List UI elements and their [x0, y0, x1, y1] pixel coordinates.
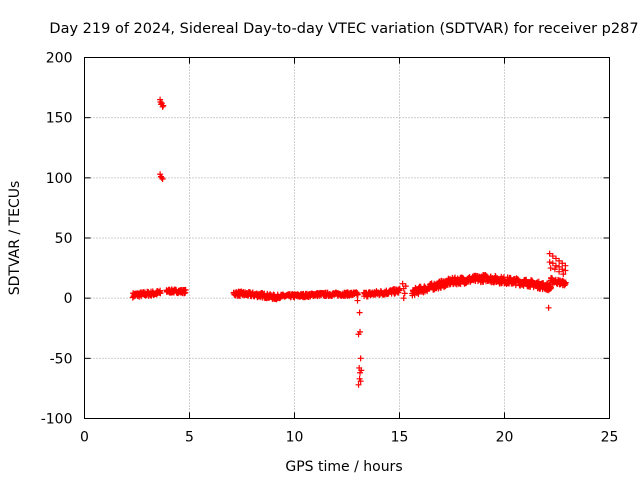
- axis-ticks: 0 5 10 15 20 25 -100 -50 0 50 100 150 200: [41, 51, 619, 446]
- data-point: [556, 257, 563, 264]
- x-tick-label: 20: [496, 430, 514, 446]
- y-tick-label: 150: [46, 111, 73, 127]
- y-tick-label: 200: [46, 51, 73, 67]
- data-point: [480, 278, 487, 285]
- data-point: [549, 260, 556, 267]
- data-point: [159, 103, 166, 110]
- y-tick-label: -50: [50, 351, 73, 367]
- data-point: [357, 378, 364, 385]
- y-tick-label: 100: [46, 171, 73, 187]
- x-axis-label: GPS time / hours: [285, 459, 402, 475]
- y-axis-label: SDTVAR / TECUs: [7, 181, 23, 296]
- y-tick-label: -100: [41, 412, 73, 428]
- x-tick-label: 10: [286, 430, 304, 446]
- data-point: [562, 279, 569, 286]
- x-tick-label: 25: [601, 430, 619, 446]
- x-tick-label: 5: [185, 430, 194, 446]
- data-point: [356, 309, 363, 316]
- data-point: [402, 283, 409, 290]
- data-point: [401, 290, 408, 297]
- data-point: [355, 381, 362, 388]
- data-point: [158, 174, 165, 181]
- data-point: [160, 102, 167, 109]
- data-point: [546, 250, 553, 257]
- data-point: [399, 280, 406, 287]
- data-point: [559, 260, 566, 267]
- y-tick-label: 0: [64, 291, 73, 307]
- data-point: [400, 295, 407, 302]
- data-point: [560, 271, 567, 278]
- data-point: [354, 297, 361, 304]
- data-point: [357, 328, 364, 335]
- data-point: [549, 253, 556, 260]
- y-tick-label: 50: [55, 231, 73, 247]
- data-point: [358, 367, 365, 374]
- data-points: [129, 96, 569, 388]
- data-point: [547, 265, 554, 272]
- data-point: [556, 268, 563, 275]
- data-point: [552, 262, 559, 269]
- chart-title: Day 219 of 2024, Sidereal Day-to-day VTE…: [49, 21, 638, 37]
- data-point: [546, 259, 553, 266]
- x-tick-label: 15: [391, 430, 409, 446]
- data-point: [182, 286, 189, 293]
- data-point: [357, 355, 364, 362]
- x-tick-label: 0: [80, 430, 89, 446]
- data-point: [562, 267, 569, 274]
- data-point: [157, 290, 164, 297]
- data-point: [159, 176, 166, 183]
- data-point: [354, 291, 361, 298]
- data-point: [548, 284, 555, 291]
- data-point: [545, 304, 552, 311]
- grid-lines: [84, 57, 610, 419]
- data-point: [559, 266, 566, 273]
- data-point: [552, 255, 559, 262]
- data-point: [551, 266, 558, 273]
